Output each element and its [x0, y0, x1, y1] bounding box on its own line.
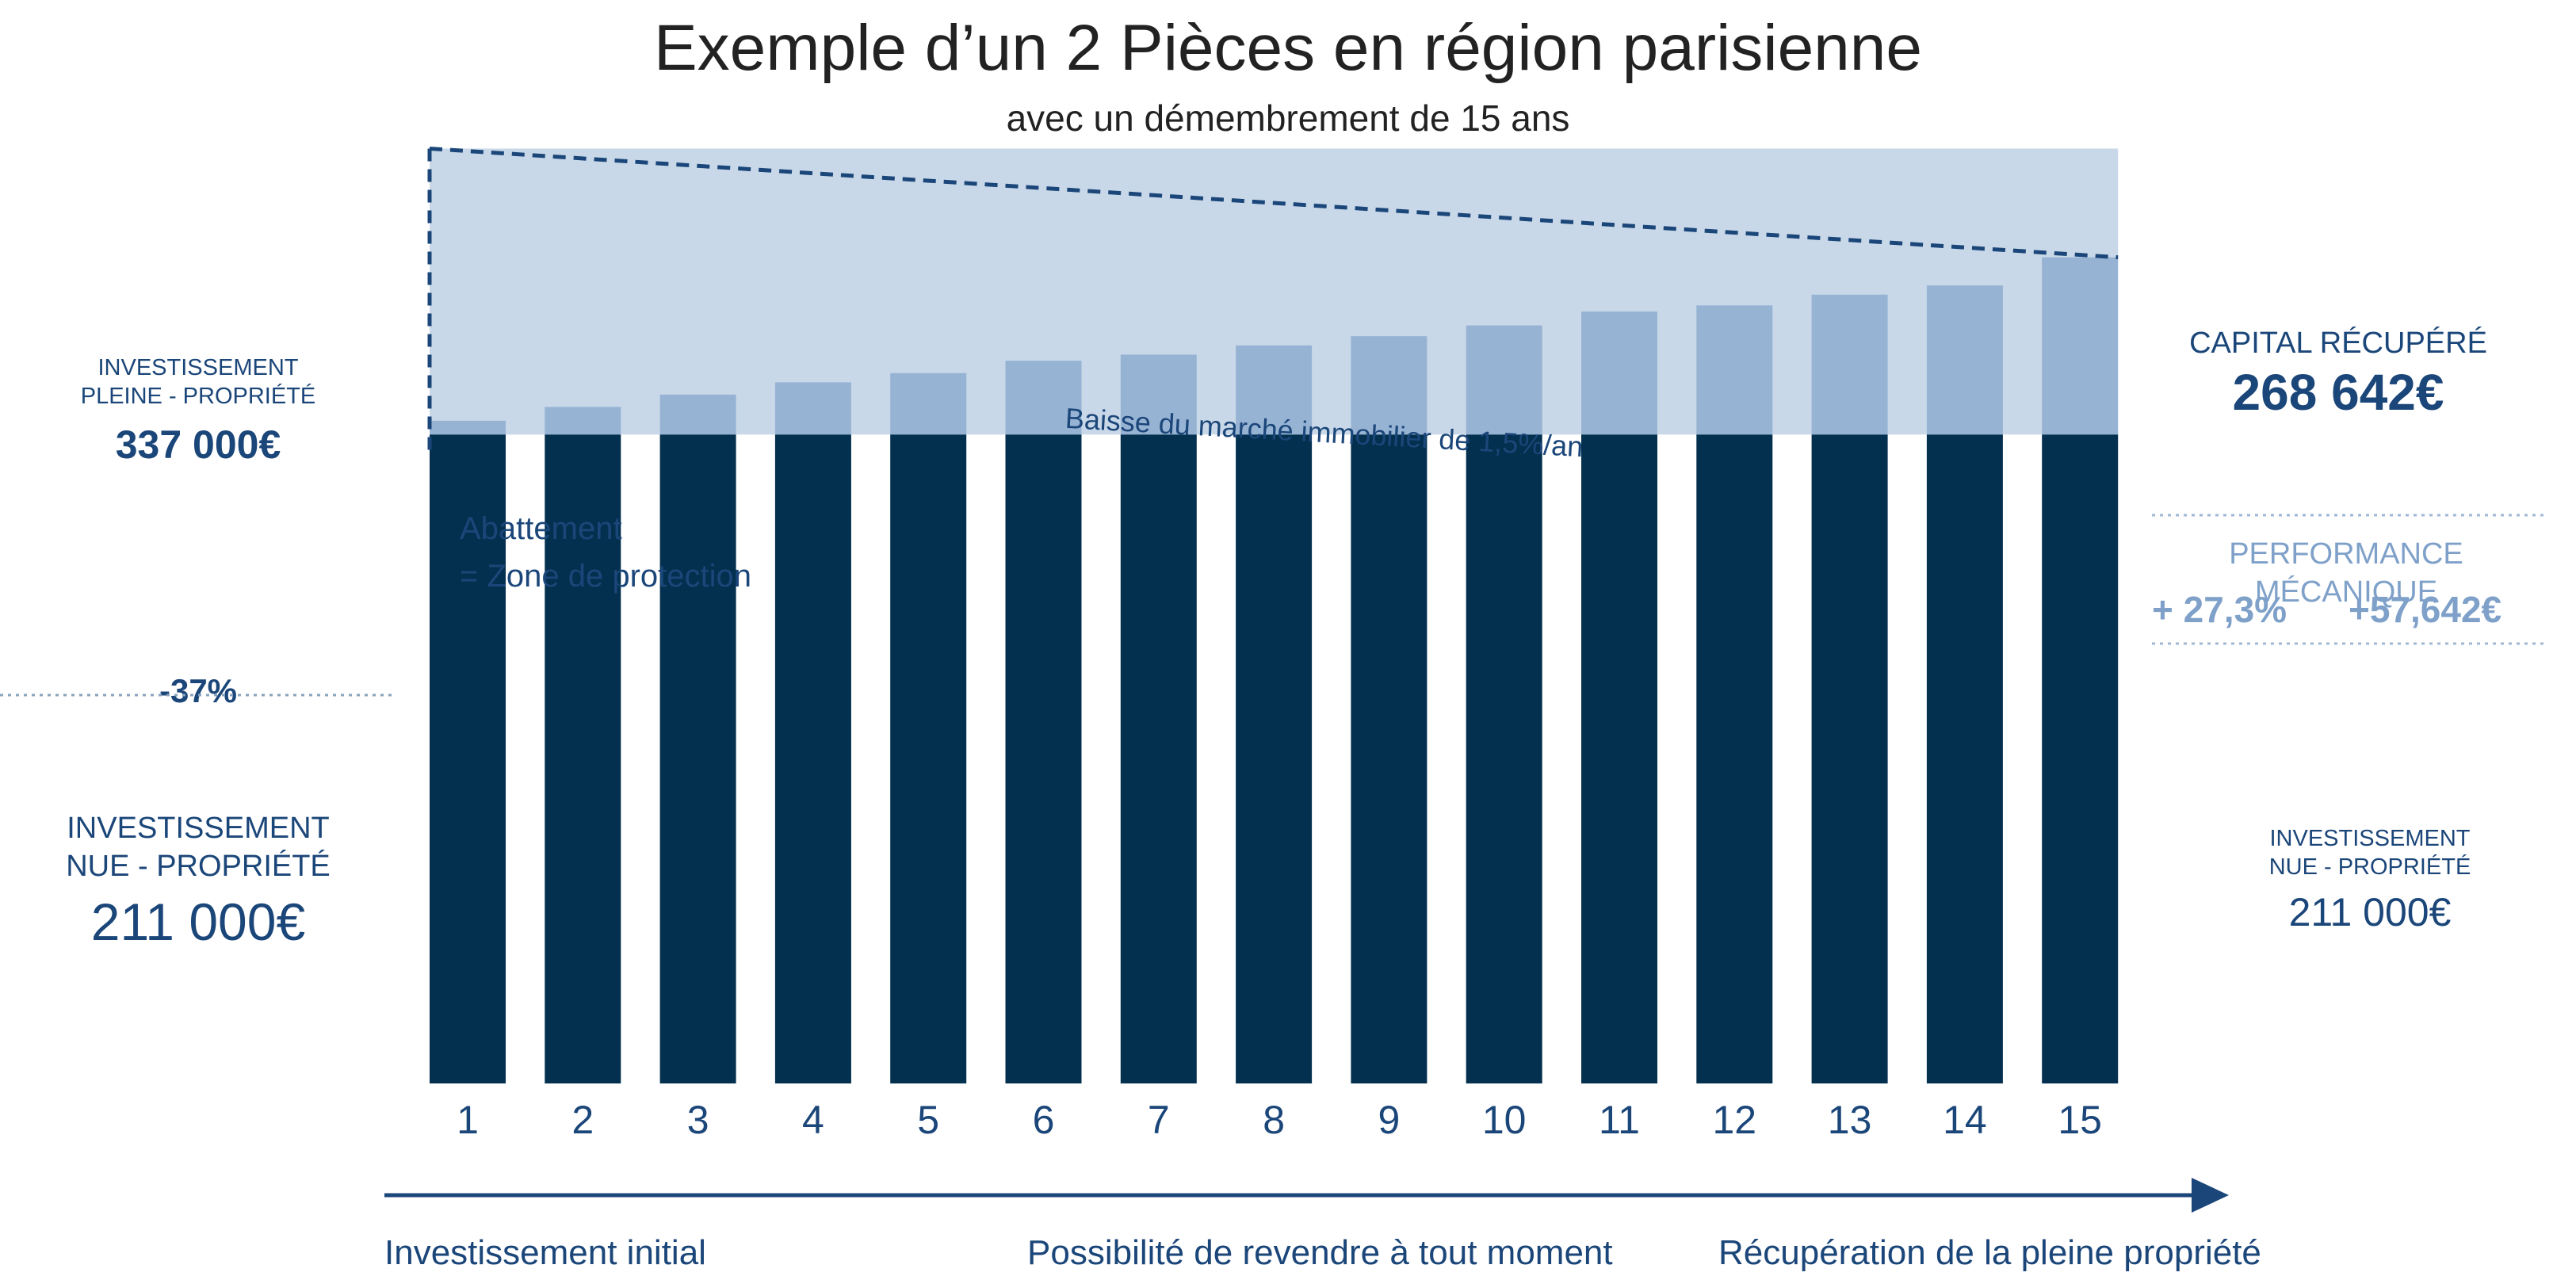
timeline-start-label: Investissement initial: [384, 1233, 706, 1272]
nue-propriete-value-left: 211 000€: [90, 892, 306, 951]
x-tick-label: 11: [1599, 1098, 1640, 1142]
bar-nue-propriete-9: [1351, 434, 1428, 1083]
nue-propriete-label-left: INVESTISSEMENT NUE - PROPRIÉTÉ: [40, 810, 357, 885]
nue-right-line2: NUE - PROPRIÉTÉ: [2268, 854, 2471, 881]
bar-nue-propriete-7: [1120, 434, 1197, 1083]
bar-nue-propriete-15: [2042, 434, 2119, 1083]
x-tick-labels: 1 2 3 4 5 6 7 8 9 10 11 12 13 14 15: [457, 1098, 2102, 1142]
bar-capital-15: [2042, 257, 2119, 435]
bar-nue-propriete-4: [774, 434, 851, 1083]
bar-capital-7: [1120, 354, 1197, 435]
bar-nue-propriete-8: [1236, 434, 1313, 1083]
bar-capital-4: [774, 382, 851, 435]
bar-capital-3: [659, 394, 736, 435]
nue-right-line1: INVESTISSEMENT: [2269, 826, 2471, 851]
bar-nue-propriete-6: [1005, 434, 1082, 1083]
x-tick-label: 2: [571, 1098, 594, 1142]
nue-left-line2: NUE - PROPRIÉTÉ: [66, 849, 331, 883]
timeline-middle-label: Possibilité de revendre à tout moment: [1027, 1233, 1613, 1272]
bar-capital-1: [430, 420, 506, 435]
bar-nue-propriete-5: [890, 434, 967, 1083]
timeline-arrow-head: [2192, 1178, 2229, 1213]
x-tick-label: 8: [1263, 1098, 1285, 1142]
bar-capital-14: [1926, 285, 2003, 435]
pleine-label-line2: PLEINE - PROPRIÉTÉ: [80, 384, 316, 410]
x-tick-label: 6: [1033, 1098, 1055, 1142]
bar-nue-propriete-12: [1696, 434, 1773, 1083]
pleine-propriete-label: INVESTISSEMENT PLEINE - PROPRIÉTÉ: [48, 353, 349, 411]
timeline-end-label: Récupération de la pleine propriété: [1718, 1233, 2261, 1272]
bar-capital-5: [890, 373, 967, 435]
performance-label: PERFORMANCE MÉCANIQUE: [2229, 537, 2463, 609]
capital-recupere-value: 268 642€: [2232, 364, 2444, 421]
bar-capital-13: [1811, 294, 1888, 435]
bar-nue-propriete-14: [1926, 434, 2003, 1083]
bar-nue-propriete-2: [545, 434, 621, 1083]
bar-capital-12: [1696, 305, 1773, 435]
x-tick-label: 14: [1943, 1098, 1987, 1142]
bar-capital-11: [1581, 311, 1657, 435]
bar-nue-propriete-11: [1581, 434, 1657, 1083]
bar-capital-8: [1236, 345, 1313, 435]
bar-nue-propriete-10: [1466, 434, 1542, 1083]
x-tick-label: 4: [802, 1098, 824, 1142]
market-decline-trend-line: [429, 146, 2119, 260]
bar-capital-6: [1005, 361, 1082, 435]
page-title: Exemple d’un 2 Pièces en région parisien…: [653, 12, 1922, 84]
x-tick-label: 15: [2058, 1098, 2102, 1142]
performance-value: +57,642€: [2349, 589, 2502, 630]
x-tick-label: 1: [457, 1098, 479, 1142]
x-tick-label: 7: [1148, 1098, 1170, 1142]
abatement-label-line1: Abattement: [460, 511, 622, 546]
abatement-label-line2: = Zone de protection: [460, 559, 751, 594]
discount-percent: -37%: [143, 671, 254, 713]
pleine-label-line1: INVESTISSEMENT: [97, 355, 299, 380]
pleine-propriete-value: 337 000€: [115, 422, 281, 467]
x-tick-label: 5: [917, 1098, 939, 1142]
nue-left-line1: INVESTISSEMENT: [67, 812, 330, 845]
x-tick-label: 10: [1482, 1098, 1527, 1142]
performance-percent: + 27,3%: [2152, 589, 2287, 630]
bar-capital-2: [545, 407, 621, 435]
bars-group: [430, 257, 2119, 1083]
x-tick-label: 9: [1378, 1098, 1400, 1142]
page-subtitle: avec un démembrement de 15 ans: [1006, 97, 1570, 139]
x-tick-label: 13: [1828, 1098, 1872, 1142]
bar-capital-9: [1351, 336, 1428, 435]
nue-propriete-label-right: INVESTISSEMENT NUE - PROPRIÉTÉ: [2219, 824, 2521, 882]
bar-capital-10: [1466, 325, 1542, 435]
capital-recupere-label: CAPITAL RÉCUPÉRÉ: [2189, 327, 2487, 360]
bar-nue-propriete-1: [430, 434, 506, 1083]
x-tick-label: 3: [687, 1098, 709, 1142]
nue-propriete-value-right: 211 000€: [2288, 890, 2452, 934]
bar-nue-propriete-13: [1811, 434, 1888, 1083]
bar-nue-propriete-3: [659, 434, 736, 1083]
x-tick-label: 12: [1712, 1098, 1756, 1142]
